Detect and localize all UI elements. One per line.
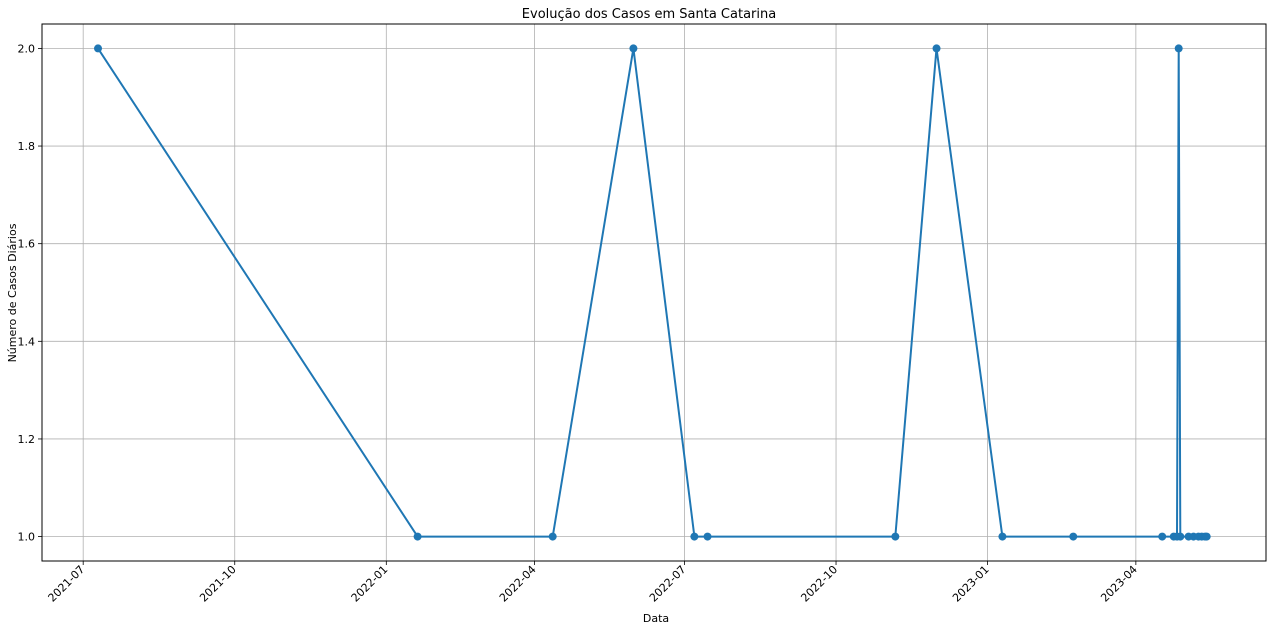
data-point [932,44,941,53]
plot-frame [41,23,1267,562]
series-layer [94,44,1211,541]
data-point [998,532,1007,541]
data-point [548,532,557,541]
data-point [629,44,638,53]
y-axis-title: Número de Casos Diários [6,223,19,362]
data-point [1174,44,1183,53]
data-point [690,532,699,541]
data-point [94,44,103,53]
data-point [1069,532,1078,541]
y-tick-label: 1.0 [18,531,36,544]
data-point [1176,532,1185,541]
data-point [413,532,422,541]
grid [42,24,1266,561]
y-tick-label: 1.4 [18,335,36,348]
chart-title: Evolução dos Casos em Santa Catarina [522,7,776,22]
y-tick-label: 1.2 [18,433,36,446]
data-point [891,532,900,541]
y-tick-label: 1.8 [18,140,36,153]
y-axis: 1.0 1.2 1.4 1.6 1.8 2.0 [18,42,42,544]
y-tick-label: 2.0 [18,42,36,55]
x-axis-title: Data [643,612,669,625]
data-point [703,532,712,541]
y-tick-label: 1.6 [18,238,36,251]
data-point [1202,532,1211,541]
data-point [1158,532,1167,541]
